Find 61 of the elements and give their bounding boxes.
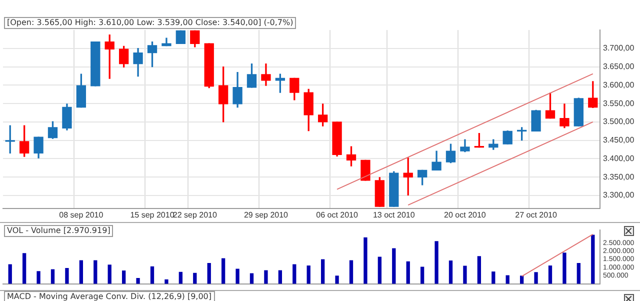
bar [264,270,268,284]
bar [349,260,354,284]
y-tick-label: 3.600,00 [603,80,635,90]
bar [448,260,453,284]
x-tick-label: 27 oct 2010 [515,210,558,220]
bar [591,234,595,284]
bar [193,272,197,284]
bar [320,259,325,284]
bar [306,265,310,284]
bar [250,273,254,284]
y-tick-label: 3.650,00 [603,62,635,71]
bar [65,268,69,284]
bar [207,262,211,284]
y-tick-label: 3.300,00 [603,190,635,200]
bar [463,266,467,284]
bar [8,264,12,284]
x-tick-label: 06 oct 2010 [316,210,358,220]
bar [221,258,226,284]
bar [94,260,98,284]
chart-title: [Open: 3.565,00 High: 3.610,00 Low: 3.539,00 Close: 3.540,00] (-0,7%) [4,17,296,29]
bar [506,275,510,284]
bar [278,270,282,284]
bar [122,270,126,284]
bar [562,252,566,284]
chart-title: VOL - Volume [2.970.919] [4,225,114,237]
y-tick-label: 3.700,00 [603,44,635,53]
bar [548,265,552,284]
y-tick-label: 3.500,00 [603,117,635,126]
bar [576,262,581,284]
y-tick-label: 3.400,00 [603,154,635,163]
bar [164,279,168,284]
bar [50,269,55,284]
x-tick-label: 29 sep 2010 [244,210,289,220]
y-tick-label: 3.550,00 [603,98,635,108]
bar [534,272,538,284]
bar [136,278,140,284]
bar [22,253,26,284]
bar [178,272,183,284]
x-tick-label: 15 sep 2010 [130,210,175,220]
bar [378,256,382,284]
bar [108,264,112,284]
x-tick-label: 08 sep 2010 [59,210,104,220]
bar [236,268,240,284]
bar [406,261,410,284]
text: MACD - Moving Average Conv. Div. (12,26,9) [9,00] [4,291,214,301]
bar [477,256,482,284]
bar [434,241,438,284]
bar [492,272,496,284]
bar [364,237,368,284]
bar [392,248,396,284]
x-tick-label: 22 sep 2010 [172,210,218,220]
x-tick-label: 20 oct 2010 [444,210,486,220]
bar [292,264,296,284]
bar [36,271,40,284]
bar [79,260,84,284]
y-tick-label: 3.450,00 [603,136,635,145]
bar [335,276,339,284]
x-tick-label: 13 oct 2010 [372,210,416,220]
bar [420,266,424,284]
bar [150,266,154,284]
y-tick-label: 3.350,00 [603,172,635,182]
